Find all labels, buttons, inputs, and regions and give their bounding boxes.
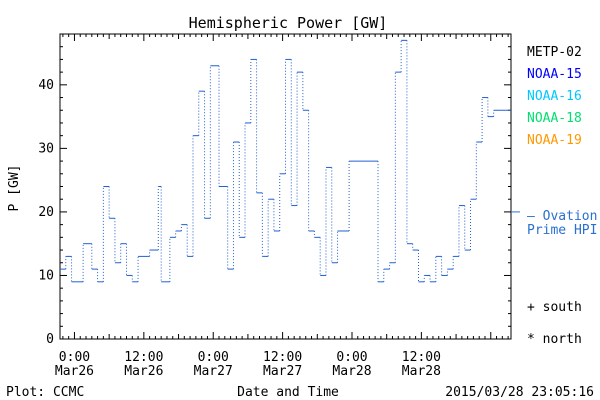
north-marker-legend: * north <box>527 332 582 347</box>
ovation-label-line2: Prime HPI <box>527 223 597 238</box>
x-tick-label-time: 12:00 <box>402 350 441 365</box>
plot-frame <box>59 33 512 340</box>
x-axis-label: Date and Time <box>237 385 339 400</box>
legend-item-noaa-18: NOAA-18 <box>527 111 582 126</box>
x-axis-ticks: 0:00Mar2612:00Mar260:00Mar2712:00Mar270:… <box>55 34 509 379</box>
legend-item-noaa-19: NOAA-19 <box>527 133 582 148</box>
x-tick-label-date: Mar28 <box>332 364 371 379</box>
x-tick-label-time: 0:00 <box>336 350 367 365</box>
x-tick-label-date: Mar27 <box>263 364 302 379</box>
legend-item-noaa-15: NOAA-15 <box>527 67 582 82</box>
x-tick-label-time: 12:00 <box>124 350 163 365</box>
legend: METP-02 NOAA-15 NOAA-16 NOAA-18 NOAA-19 <box>527 45 582 148</box>
y-axis-ticks: 0 10 20 30 40 <box>38 33 511 347</box>
footer-source: Plot: CCMC <box>6 385 84 400</box>
y-tick-label: 30 <box>38 141 54 156</box>
x-tick-label-time: 0:00 <box>59 350 90 365</box>
south-marker-legend: + south <box>527 300 582 315</box>
x-tick-label-date: Mar26 <box>55 364 94 379</box>
x-tick-label-time: 0:00 <box>198 350 229 365</box>
y-axis-label: P [GW] <box>7 165 22 212</box>
x-tick-label-date: Mar26 <box>124 364 163 379</box>
chart-title: Hemispheric Power [GW] <box>189 14 388 32</box>
plot-border <box>59 33 512 340</box>
y-tick-label: 0 <box>46 332 54 347</box>
legend-item-metp-02: METP-02 <box>527 45 582 60</box>
ovation-label-line1: — Ovation <box>527 209 597 224</box>
y-tick-label: 20 <box>38 205 54 220</box>
legend-item-noaa-16: NOAA-16 <box>527 89 582 104</box>
y-tick-label: 40 <box>38 78 54 93</box>
y-tick-label: 10 <box>38 268 54 283</box>
x-tick-label-time: 12:00 <box>263 350 302 365</box>
footer-timestamp: 2015/03/28 23:05:16 <box>445 385 594 400</box>
x-tick-label-date: Mar27 <box>194 364 233 379</box>
series-layer <box>60 39 511 283</box>
x-tick-label-date: Mar28 <box>402 364 441 379</box>
